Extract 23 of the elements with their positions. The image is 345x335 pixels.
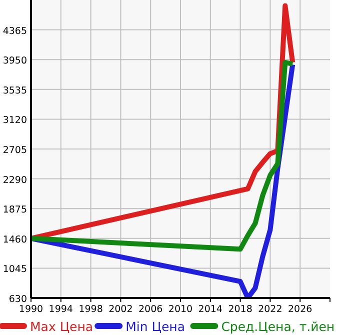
- x-tick-label: 2010: [168, 304, 193, 315]
- x-tick-label: 2014: [198, 304, 222, 315]
- y-tick-label: 2705: [2, 145, 27, 156]
- x-tick-label: 2018: [228, 304, 252, 315]
- y-tick-label: 4365: [2, 26, 27, 37]
- y-tick-label: 3120: [2, 115, 27, 126]
- y-tick-label: 2290: [2, 174, 27, 186]
- x-tick-label: 1998: [78, 304, 103, 315]
- legend-label: Сред.Цена, т.йен: [221, 319, 335, 334]
- y-tick-label: 3535: [2, 85, 27, 96]
- y-tick-label: 3950: [2, 56, 27, 67]
- x-tick-label: 2006: [138, 304, 163, 315]
- x-tick-label: 1994: [48, 304, 73, 315]
- legend-label: Min Цена: [126, 319, 185, 334]
- y-tick-label: 1460: [2, 234, 27, 246]
- x-tick-label: 1990: [18, 304, 44, 315]
- y-tick-label: 1045: [2, 264, 27, 276]
- legend-label: Max Цена: [30, 319, 94, 334]
- y-tick-label: 630: [8, 294, 27, 305]
- y-tick-label: 1875: [2, 204, 27, 216]
- x-tick-label: 2026: [288, 304, 312, 315]
- x-tick-label: 2002: [108, 304, 133, 315]
- x-tick-label: 2022: [258, 304, 282, 315]
